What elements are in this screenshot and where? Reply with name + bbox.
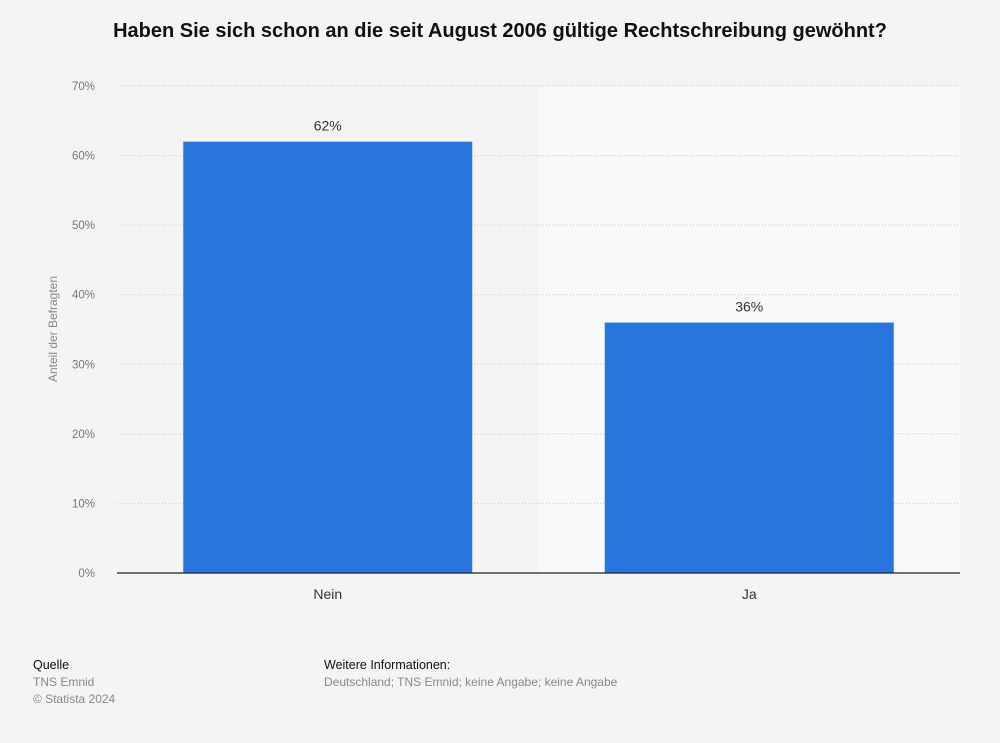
- y-tick-label: 60%: [72, 151, 95, 163]
- y-tick-label: 20%: [72, 429, 95, 441]
- data-label: 36%: [735, 299, 763, 315]
- x-tick-label: Nein: [313, 586, 342, 602]
- source-text: TNS Emnid: [33, 675, 95, 689]
- y-tick-label: 30%: [72, 359, 95, 371]
- info-heading: Weitere Informationen:: [324, 658, 451, 672]
- x-tick-label: Ja: [742, 586, 757, 602]
- data-label: 62%: [314, 118, 342, 134]
- source-block: Quelle TNS Emnid © Statista 2024: [33, 657, 115, 708]
- chart-title: Haben Sie sich schon an die seit August …: [113, 20, 887, 42]
- y-axis-label: Anteil der Befragten: [46, 276, 60, 382]
- source-heading: Quelle: [33, 658, 70, 672]
- bar-chart: 0% 10% 20% 30% 40% 50% 60% 70% Anteil der Befrag…: [46, 81, 960, 602]
- info-text: Deutschland; TNS Emnid; keine Angabe; ke…: [324, 675, 618, 689]
- bar-ja: [604, 322, 894, 573]
- y-tick-label: 10%: [72, 498, 95, 510]
- y-tick-label: 40%: [72, 290, 95, 302]
- y-tick-label: 70%: [72, 81, 95, 93]
- info-block: Weitere Informationen: Deutschland; TNS …: [324, 657, 617, 691]
- copyright-text: © Statista 2024: [33, 692, 116, 706]
- y-tick-label: 0%: [78, 568, 95, 580]
- y-tick-label: 50%: [72, 220, 95, 232]
- bar-nein: [183, 141, 473, 573]
